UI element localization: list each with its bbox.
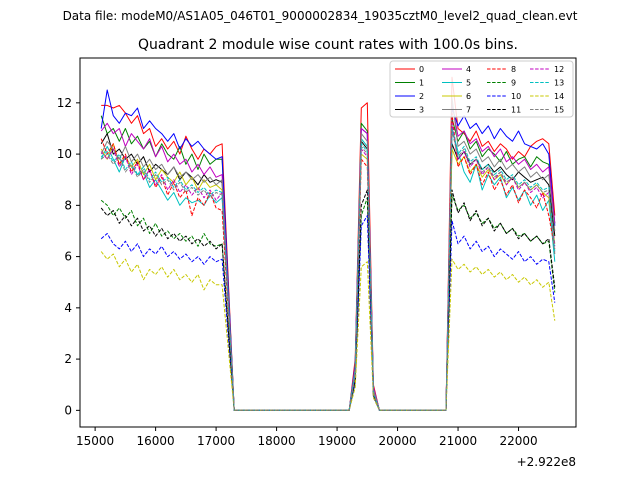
chart-title: Quadrant 2 module wise count rates with …: [138, 37, 518, 53]
plot-lines: [100, 76, 556, 411]
y-tick-label: 12: [57, 96, 72, 110]
series-line-15: [100, 130, 556, 411]
x-tick-label: 19000: [318, 434, 356, 448]
legend-label-0: 0: [419, 65, 424, 74]
legend-label-15: 15: [554, 106, 564, 115]
legend-label-8: 8: [511, 65, 516, 74]
legend-label-13: 13: [554, 79, 564, 88]
y-axis: 0 2 4 6 8 10 12: [57, 96, 80, 417]
x-tick-label: 21000: [439, 434, 477, 448]
x-axis-offset-label: +2.922e8: [517, 455, 576, 469]
legend-label-10: 10: [511, 92, 521, 101]
x-tick-label: 17000: [197, 434, 235, 448]
chart-suptitle: Data file: modeM0/AS1A05_046T01_90000028…: [63, 9, 578, 23]
legend-label-14: 14: [554, 92, 564, 101]
series-line-2: [100, 89, 556, 411]
legend-label-12: 12: [554, 65, 564, 74]
y-tick-label: 8: [64, 198, 72, 212]
series-line-6: [100, 143, 556, 411]
series-line-13: [100, 128, 556, 411]
legend-label-6: 6: [466, 92, 471, 101]
y-tick-label: 4: [64, 301, 72, 315]
y-tick-label: 2: [64, 352, 72, 366]
legend-label-7: 7: [466, 106, 471, 115]
x-tick-label: 22000: [499, 434, 537, 448]
legend-label-1: 1: [419, 79, 424, 88]
y-tick-label: 6: [64, 250, 72, 264]
legend-label-4: 4: [466, 65, 471, 74]
y-tick-label: 0: [64, 403, 72, 417]
x-tick-label: 15000: [76, 434, 114, 448]
legend-label-5: 5: [466, 79, 471, 88]
plot-frame: [79, 57, 577, 428]
y-tick-label: 10: [57, 147, 72, 161]
legend-label-2: 2: [419, 92, 424, 101]
series-line-12: [100, 122, 556, 411]
series-line-14: [100, 251, 556, 411]
x-tick-label: 16000: [137, 434, 175, 448]
series-line-10: [100, 215, 556, 411]
series-line-11: [100, 189, 556, 411]
series-line-4: [100, 102, 556, 411]
series-line-9: [100, 194, 556, 411]
legend-label-11: 11: [511, 106, 521, 115]
legend-label-3: 3: [419, 106, 424, 115]
x-tick-label: 20000: [378, 434, 416, 448]
x-axis: 15000 16000 17000 18000 19000 20000 21000 22000: [76, 427, 538, 448]
series-line-7: [100, 97, 556, 411]
x-tick-label: 18000: [257, 434, 295, 448]
legend-frame: [389, 60, 574, 118]
legend-label-9: 9: [511, 79, 516, 88]
